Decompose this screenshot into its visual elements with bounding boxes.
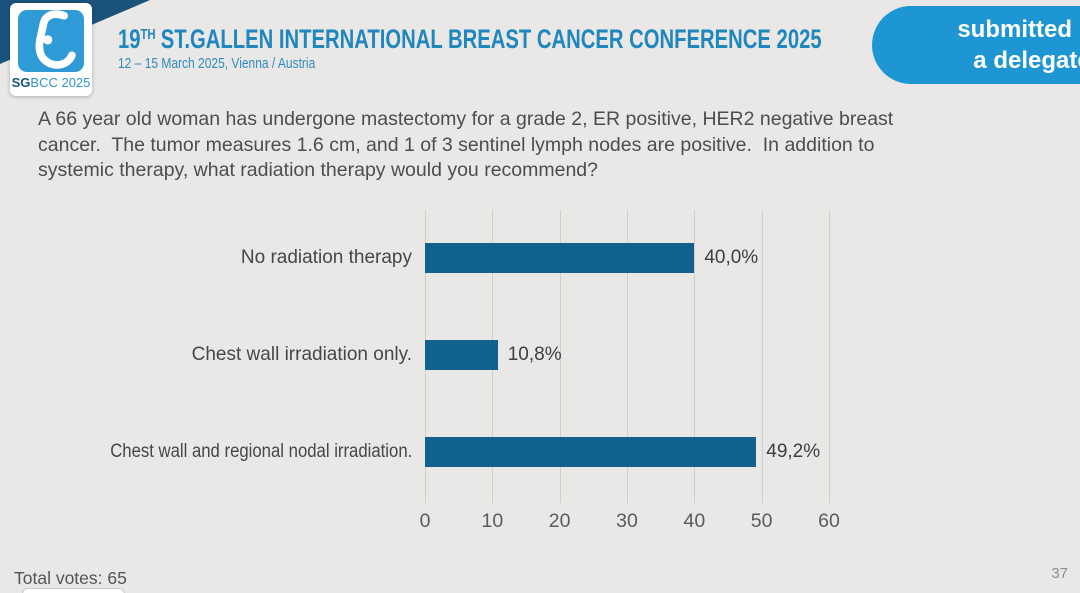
- sgbcc-logo: SGBCC 2025: [10, 3, 92, 96]
- category-labels: No radiation therapy Chest wall irradiati…: [20, 210, 412, 497]
- badge-line1: submitted by: [957, 16, 1080, 43]
- value-label-1: 10,8%: [507, 344, 562, 365]
- gridline: [627, 210, 628, 503]
- x-axis-tick-label: 30: [616, 510, 638, 532]
- logo-caption-rest: BCC 2025: [30, 75, 91, 90]
- category-label-0: No radiation therapy: [240, 247, 412, 268]
- gridline: [829, 210, 830, 503]
- logo-caption-sg: SG: [11, 75, 31, 90]
- badge-line2: a delegate: [973, 47, 1080, 74]
- page-number: 37: [1051, 565, 1068, 582]
- conference-subtitle: 12 – 15 March 2025, Vienna / Austria: [118, 55, 316, 72]
- bar-1: [425, 340, 498, 370]
- bar-2: [425, 437, 757, 467]
- breast-symbol-icon: [35, 10, 76, 69]
- plot-area: 40,0% 10,8% 49,2%: [425, 210, 830, 503]
- title-superscript: TH: [140, 26, 156, 43]
- bar-0: [425, 243, 695, 273]
- x-axis-tick-label: 10: [481, 510, 504, 532]
- category-label-1: Chest wall irradiation only.: [191, 344, 412, 365]
- gridline: [694, 210, 696, 503]
- total-votes: Total votes: 65: [14, 568, 127, 588]
- x-axis-tick-label: 50: [750, 510, 773, 532]
- x-axis-labels: 0 10 20 30 40 50 60: [420, 510, 840, 536]
- submitted-by-badge: submitted by a delegate: [872, 6, 1080, 84]
- gridline: [761, 210, 763, 503]
- x-axis-tick-label: 20: [548, 510, 571, 532]
- x-axis-tick-label: 0: [419, 510, 431, 532]
- title-rest: ST.GALLEN INTERNATIONAL BREAST CANCER CO…: [160, 24, 822, 54]
- bottom-panel-stub[interactable]: [22, 588, 125, 593]
- value-label-0: 40,0%: [704, 247, 759, 268]
- x-axis-tick-label: 40: [683, 510, 706, 532]
- x-axis-tick-label: 60: [818, 510, 840, 532]
- title-number: 19: [118, 24, 141, 54]
- conference-title: 19TH ST.GALLEN INTERNATIONAL BREAST CANCE…: [118, 24, 822, 55]
- gridline: [559, 210, 561, 503]
- poll-question: A 66 year old woman has undergone mastec…: [38, 108, 899, 181]
- breast-symbol-icon: [18, 10, 84, 72]
- value-label-2: 49,2%: [766, 441, 821, 462]
- category-label-2: Chest wall and regional nodal irradiatio…: [109, 441, 412, 462]
- logo-caption: SGBCC 2025: [10, 75, 92, 90]
